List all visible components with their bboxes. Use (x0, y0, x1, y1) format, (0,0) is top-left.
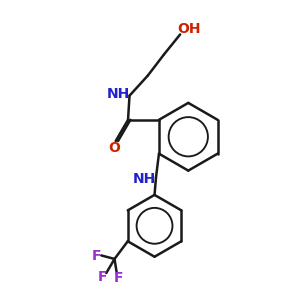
Text: OH: OH (177, 22, 201, 36)
Text: NH: NH (107, 87, 130, 101)
Text: NH: NH (133, 172, 156, 186)
Text: O: O (108, 141, 120, 155)
Text: F: F (92, 249, 102, 263)
Text: F: F (113, 271, 123, 285)
Text: F: F (98, 270, 107, 284)
